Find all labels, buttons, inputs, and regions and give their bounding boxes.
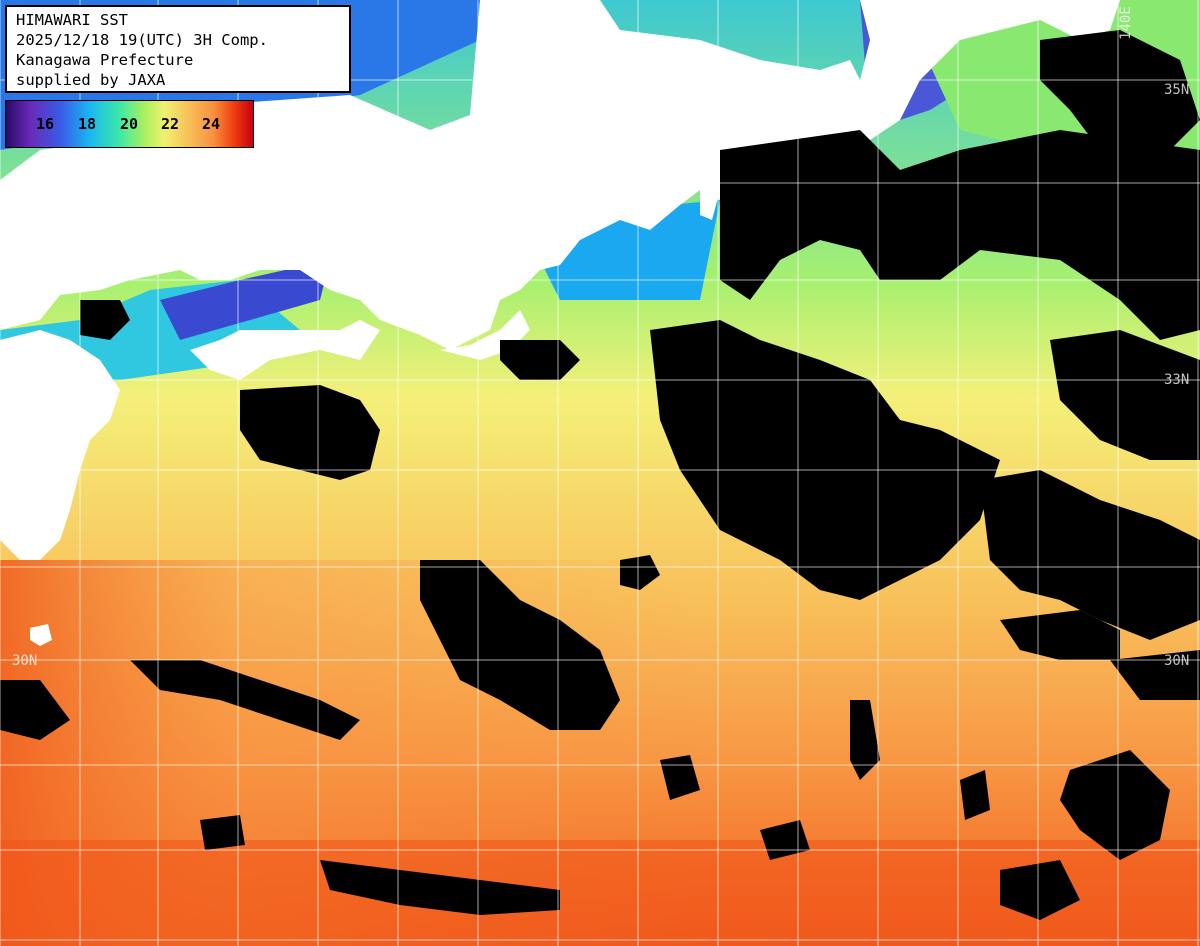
legend-label-24: 24 — [202, 115, 221, 133]
legend-labels: 16 18 20 22 24 — [6, 115, 253, 135]
legend-label-16: 16 — [36, 115, 55, 133]
land-kyushu — [0, 330, 120, 560]
lat-label-30n-right: 30N — [1164, 653, 1190, 669]
lon-label-136e: 136E — [478, 2, 494, 36]
lat-label-30n-left: 30N — [12, 653, 38, 669]
title-datetime: 2025/12/18 19(UTC) 3H Comp. — [16, 31, 268, 49]
lat-label-35n-right: 35N — [1164, 82, 1190, 98]
cloud-masks — [0, 30, 1200, 920]
legend-label-22: 22 — [161, 115, 180, 133]
legend-label-18: 18 — [78, 115, 97, 133]
title-credit: supplied by JAXA — [16, 71, 166, 89]
land-izu — [700, 185, 720, 220]
lat-label-33n-right: 33N — [1164, 372, 1190, 388]
title-product: HIMAWARI SST — [16, 11, 128, 29]
land-tanegashima — [30, 624, 52, 646]
temperature-color-scale: 16 18 20 22 24 — [5, 100, 254, 148]
lat-label-35n-left: 35N — [12, 372, 38, 388]
title-box: HIMAWARI SST 2025/12/18 19(UTC) 3H Comp.… — [5, 5, 351, 93]
land-honshu — [0, 0, 1120, 350]
title-organization: Kanagawa Prefecture — [16, 51, 194, 69]
legend-label-20: 20 — [120, 115, 139, 133]
lon-label-140e: 140E — [1118, 6, 1134, 40]
